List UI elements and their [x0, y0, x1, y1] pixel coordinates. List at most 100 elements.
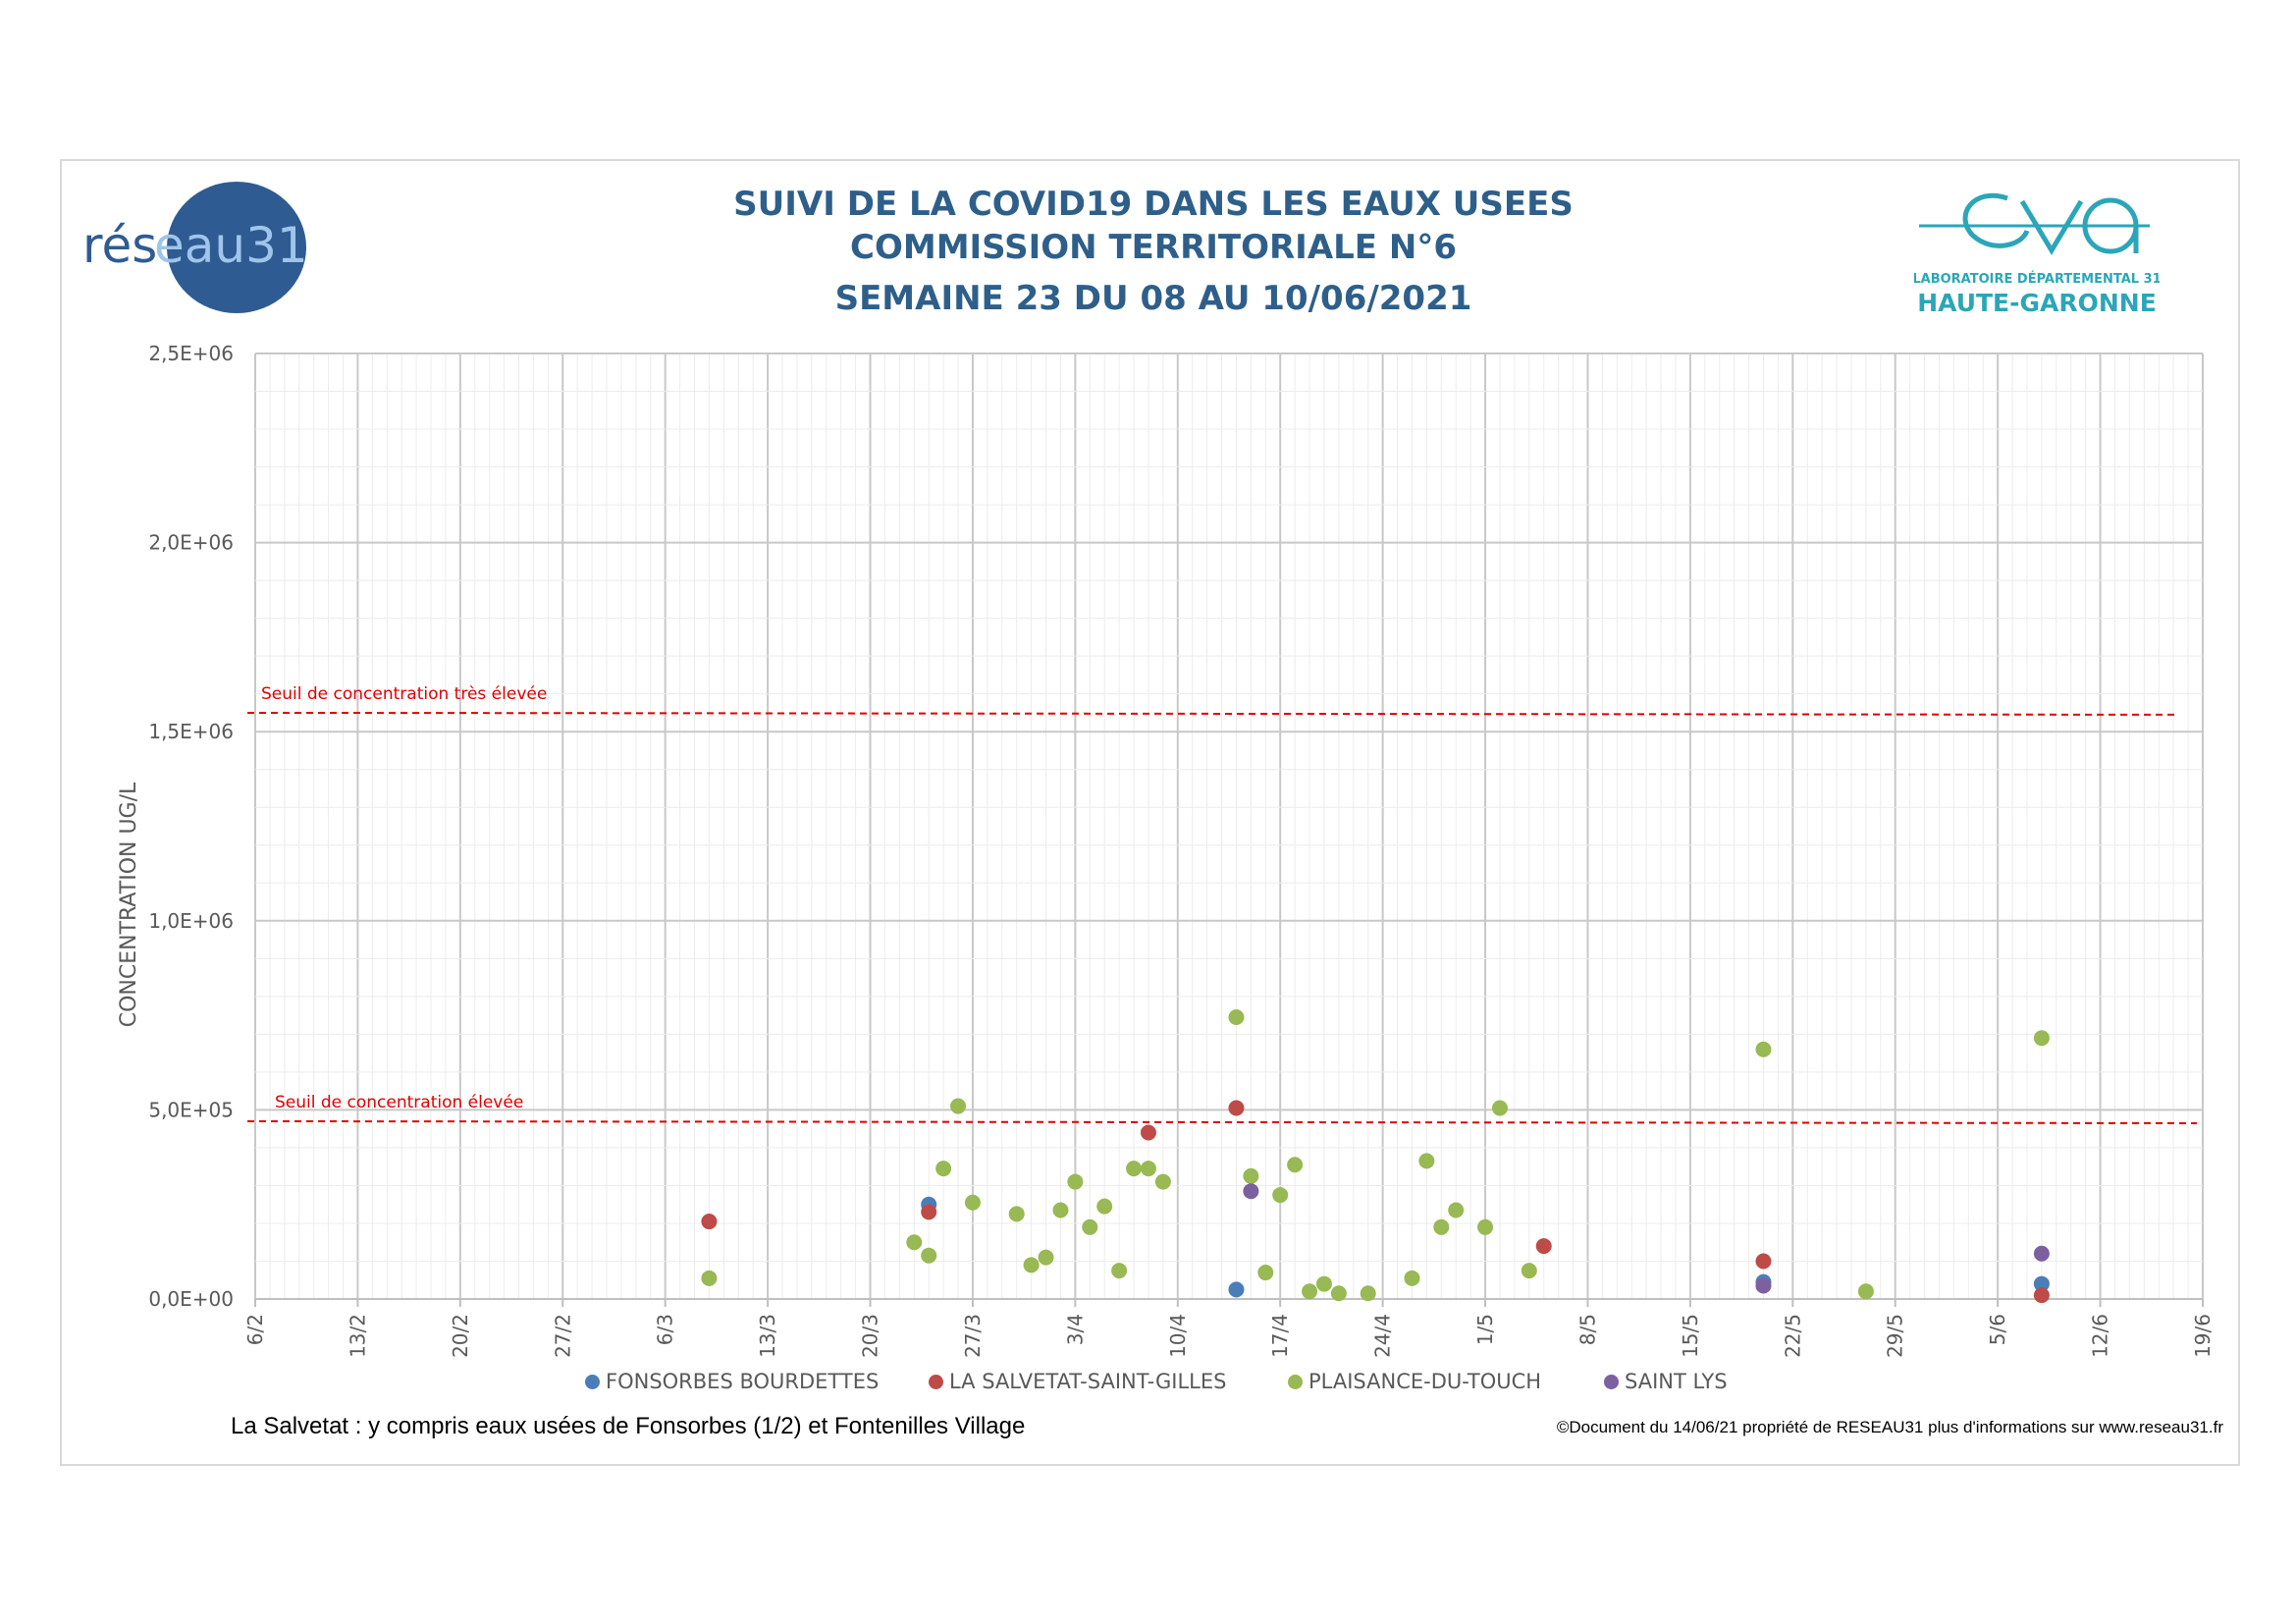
logo-text-b: eau31: [154, 217, 308, 274]
y-tick-label: 1,5E+06: [148, 720, 234, 743]
threshold-label: Seuil de concentration élevée: [275, 1093, 523, 1112]
legend-marker: [1288, 1374, 1303, 1389]
y-tick-label: 2,5E+06: [148, 342, 234, 365]
data-point: [1154, 1173, 1171, 1190]
x-tick-label: 13/2: [346, 1314, 369, 1358]
x-tick-label: 12/6: [2089, 1314, 2112, 1358]
data-point: [1448, 1202, 1465, 1218]
legend-item: SAINT LYS: [1604, 1370, 1728, 1393]
x-tick-label: 10/4: [1166, 1314, 1190, 1358]
x-tick-label: 27/3: [961, 1314, 985, 1358]
x-tick-label: 6/2: [243, 1314, 267, 1345]
data-point: [1111, 1263, 1128, 1279]
data-point: [1315, 1275, 1332, 1292]
data-point: [964, 1194, 981, 1211]
x-tick-label: 19/6: [2191, 1314, 2215, 1358]
data-point: [2033, 1287, 2050, 1304]
data-point: [2033, 1030, 2050, 1047]
legend-label: FONSORBES BOURDETTES: [606, 1370, 880, 1393]
data-point: [1257, 1265, 1274, 1281]
data-point: [1052, 1202, 1069, 1218]
data-point: [1287, 1157, 1304, 1173]
title-line-2: COMMISSION TERRITORIALE N°6: [850, 228, 1457, 267]
data-point: [1126, 1161, 1143, 1177]
title-line-1: SUIVI DE LA COVID19 DANS LES EAUX USEES: [733, 185, 1574, 224]
x-tick-label: 20/2: [449, 1314, 472, 1358]
x-tick-label: 27/2: [551, 1314, 574, 1358]
x-tick-label: 5/6: [1986, 1314, 2009, 1345]
data-point: [1023, 1257, 1040, 1273]
y-tick-label: 1,0E+06: [148, 909, 234, 933]
threshold-label: Seuil de concentration très élevée: [261, 684, 547, 704]
data-point: [1096, 1198, 1113, 1215]
x-tick-label: 24/4: [1371, 1314, 1395, 1358]
eva-logo: LABORATOIRE DÉPARTEMENTAL 31 HAUTE-GARON…: [1912, 187, 2162, 324]
data-point: [1228, 1009, 1245, 1026]
data-point: [1228, 1100, 1245, 1116]
data-point: [1491, 1100, 1508, 1116]
legend-marker: [585, 1374, 600, 1389]
x-tick-label: 22/5: [1781, 1314, 1804, 1358]
y-tick-label: 5,0E+05: [148, 1098, 234, 1121]
data-point: [1521, 1263, 1537, 1279]
data-point: [1140, 1161, 1156, 1177]
data-point: [701, 1214, 718, 1230]
data-point: [2033, 1275, 2050, 1292]
data-point: [1038, 1249, 1054, 1266]
threshold-line: [246, 711, 2179, 716]
reseau31-logo: rés eau31: [79, 182, 314, 319]
legend-item: PLAISANCE-DU-TOUCH: [1288, 1370, 1541, 1393]
legend-label: SAINT LYS: [1625, 1370, 1728, 1393]
data-point: [1755, 1041, 1772, 1057]
x-tick-label: 29/5: [1884, 1314, 1907, 1358]
data-point: [1243, 1183, 1259, 1200]
report-frame: [60, 159, 2240, 1466]
data-point: [1082, 1218, 1098, 1235]
logo-text-a: rés: [82, 217, 157, 274]
legend-label: PLAISANCE-DU-TOUCH: [1308, 1370, 1542, 1393]
data-point: [1272, 1187, 1289, 1204]
data-point: [1330, 1285, 1347, 1302]
legend-marker: [1604, 1374, 1619, 1389]
data-point: [1755, 1277, 1772, 1294]
data-point: [1535, 1238, 1552, 1255]
data-point: [950, 1098, 967, 1114]
x-tick-label: 20/3: [859, 1314, 882, 1358]
x-tick-label: 17/4: [1268, 1314, 1292, 1358]
x-tick-label: 3/4: [1063, 1314, 1087, 1345]
legend-item: FONSORBES BOURDETTES: [585, 1370, 879, 1393]
data-point: [1302, 1283, 1318, 1300]
x-tick-label: 8/5: [1575, 1314, 1599, 1345]
chart-legend: FONSORBES BOURDETTES LA SALVETAT-SAINT-GI…: [0, 1370, 2296, 1403]
data-point: [906, 1234, 923, 1251]
data-point: [1140, 1124, 1156, 1141]
footer-copyright: ©Document du 14/06/21 propriété de RESEA…: [1556, 1418, 2223, 1436]
legend-label: LA SALVETAT-SAINT-GILLES: [949, 1370, 1227, 1393]
data-point: [1008, 1206, 1025, 1222]
data-point: [921, 1247, 937, 1264]
data-point: [1477, 1218, 1494, 1235]
data-point: [1243, 1167, 1259, 1184]
data-point: [1067, 1173, 1084, 1190]
footer-note: La Salvetat : y compris eaux usées de Fo…: [231, 1413, 1026, 1439]
dept-name: HAUTE-GARONNE: [1917, 289, 2157, 317]
data-point: [1857, 1283, 1874, 1300]
x-tick-label: 1/5: [1473, 1314, 1497, 1345]
x-tick-label: 15/5: [1679, 1314, 1702, 1358]
y-tick-label: 0,0E+00: [148, 1287, 234, 1311]
title-line-3: SEMAINE 23 DU 08 AU 10/06/2021: [834, 279, 1472, 318]
x-tick-label: 6/3: [654, 1314, 677, 1345]
data-point: [1433, 1218, 1450, 1235]
data-point: [921, 1204, 937, 1220]
lab-name: LABORATOIRE DÉPARTEMENTAL 31: [1914, 271, 2160, 287]
data-point: [2033, 1245, 2050, 1262]
y-axis-label: CONCENTRATION UG/L: [117, 782, 141, 1027]
data-point: [1418, 1153, 1435, 1169]
data-point: [1360, 1285, 1376, 1302]
x-tick-label: 13/3: [756, 1314, 779, 1358]
data-point: [1404, 1270, 1420, 1286]
data-point: [1228, 1281, 1245, 1298]
legend-marker: [929, 1374, 943, 1389]
data-point: [935, 1161, 952, 1177]
